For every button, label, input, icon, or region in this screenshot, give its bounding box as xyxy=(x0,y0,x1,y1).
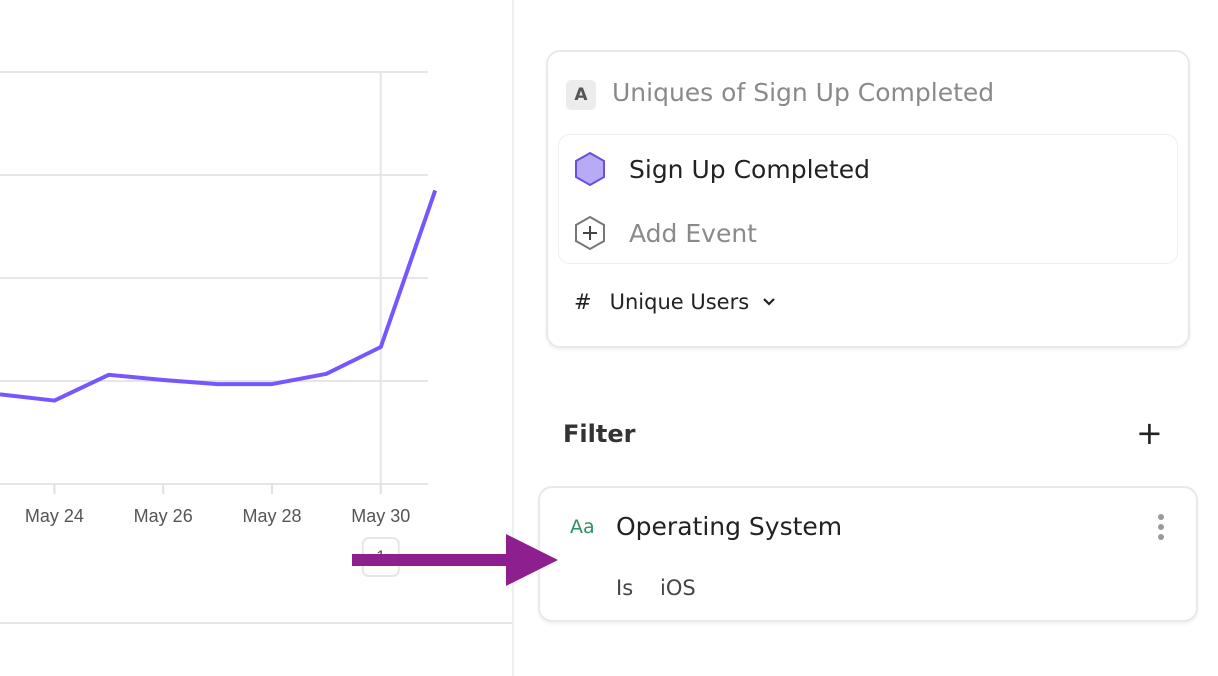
hexagon-icon xyxy=(575,151,605,187)
add-filter-button[interactable]: + xyxy=(1136,414,1163,452)
hash-icon: # xyxy=(574,290,592,314)
string-type-icon: Aa xyxy=(570,516,595,538)
annotation-arrow-icon xyxy=(352,534,558,586)
add-event-label: Add Event xyxy=(629,218,757,248)
measure-dropdown[interactable]: # Unique Users xyxy=(574,290,777,314)
filter-property[interactable]: Operating System xyxy=(616,512,843,541)
metric-card[interactable]: A Uniques of Sign Up Completed Sign Up C… xyxy=(546,50,1190,348)
event-label: Sign Up Completed xyxy=(629,154,870,184)
filter-item[interactable]: Aa Operating System Is iOS xyxy=(538,486,1198,622)
hexagon-plus-icon xyxy=(575,215,605,251)
filter-heading: Filter xyxy=(563,420,636,448)
measure-label: Unique Users xyxy=(609,290,750,314)
x-tick-label: May 26 xyxy=(134,506,193,526)
filter-operator[interactable]: Is xyxy=(616,576,634,600)
events-list: Sign Up Completed Add Event xyxy=(558,134,1178,264)
more-options-icon[interactable] xyxy=(1158,514,1166,544)
metric-title[interactable]: Uniques of Sign Up Completed xyxy=(612,78,995,107)
metric-letter-badge: A xyxy=(566,80,596,110)
add-event-button[interactable]: Add Event xyxy=(573,213,757,253)
x-tick-label: May 24 xyxy=(25,506,84,526)
x-tick-label: May 30 xyxy=(351,506,410,526)
x-tick-label: May 28 xyxy=(242,506,301,526)
series-line xyxy=(0,189,438,403)
panel-divider xyxy=(512,0,514,676)
event-item-sign-up-completed[interactable]: Sign Up Completed xyxy=(573,149,870,189)
chevron-down-icon xyxy=(763,298,775,306)
filter-value[interactable]: iOS xyxy=(660,576,696,600)
